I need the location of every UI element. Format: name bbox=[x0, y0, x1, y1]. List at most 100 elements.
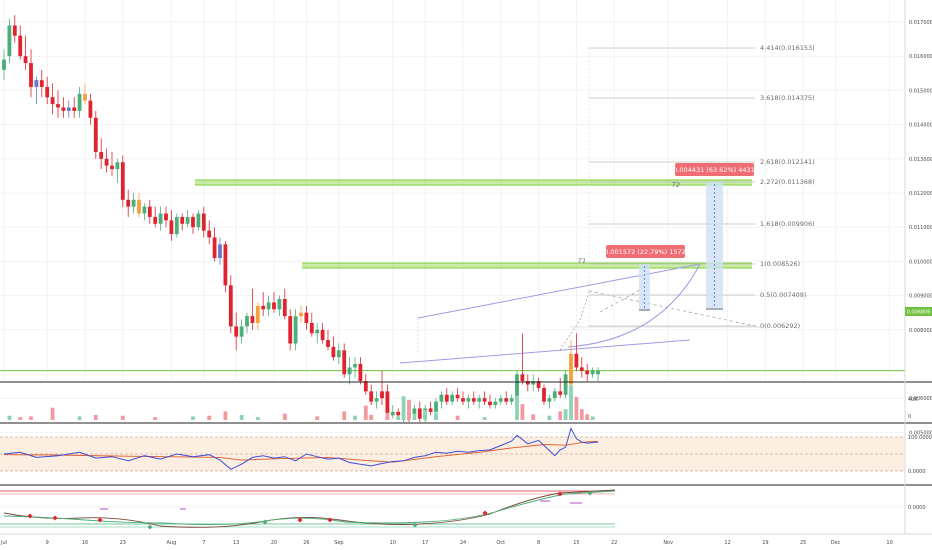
volume-bar bbox=[29, 416, 33, 420]
time-tick-label: 13 bbox=[233, 540, 239, 546]
volume-bar bbox=[255, 417, 260, 420]
resistance-zone-upper bbox=[195, 180, 752, 185]
candle-body bbox=[88, 100, 93, 118]
volume-bar bbox=[569, 385, 573, 420]
candle-body bbox=[2, 59, 6, 70]
volume-bar bbox=[423, 409, 428, 420]
candle-body bbox=[239, 326, 244, 337]
candle-body bbox=[99, 151, 104, 159]
target-t2-label: T2 bbox=[672, 181, 680, 189]
candle-body bbox=[326, 340, 330, 347]
candle-body bbox=[261, 305, 266, 310]
volume-bars: 40K 0 bbox=[7, 385, 918, 420]
candle-body bbox=[569, 353, 573, 385]
fib-level-label: 0(0.006292) bbox=[760, 322, 800, 330]
price-measures bbox=[639, 182, 723, 311]
time-tick-label: 17 bbox=[422, 540, 428, 546]
candle-body bbox=[212, 237, 217, 258]
candle-body bbox=[18, 35, 23, 57]
channel-lower-line bbox=[399, 339, 691, 364]
candle-body bbox=[471, 398, 476, 402]
time-axis[interactable]: Jul 9 16 23 Aug 7 13 20 26 Sep 10 17 24 Oct 8 15 22 Nov 12… bbox=[0, 533, 932, 546]
candle-body bbox=[66, 107, 71, 111]
time-tick-label: Nov bbox=[663, 540, 673, 546]
rsi-line bbox=[3, 427, 599, 470]
candle-body bbox=[434, 401, 438, 412]
volume-bar bbox=[585, 414, 590, 420]
time-tick-label: Jul bbox=[0, 540, 7, 546]
candle-body bbox=[153, 216, 158, 224]
candle-body bbox=[417, 408, 422, 419]
candle-body bbox=[347, 367, 352, 375]
fib-level-label: 2.618(0.012141) bbox=[760, 158, 815, 166]
price-candles[interactable] bbox=[2, 15, 600, 423]
candle-body bbox=[277, 299, 282, 310]
candle-body bbox=[293, 316, 298, 344]
candle-body bbox=[525, 381, 530, 385]
candle-body bbox=[450, 394, 455, 402]
time-tick-label: 7 bbox=[202, 540, 205, 546]
candle-body bbox=[12, 25, 17, 36]
fib-level-label: 0.5(0.007409) bbox=[760, 291, 806, 299]
osc-histogram-bar bbox=[100, 508, 108, 510]
candle-body bbox=[169, 220, 174, 235]
fib-level-label: 3.618(0.014375) bbox=[760, 94, 815, 102]
volume-bar bbox=[515, 395, 519, 420]
candle-body bbox=[282, 299, 287, 317]
time-tick-label: 10 bbox=[390, 540, 396, 546]
candle-body bbox=[266, 302, 271, 310]
candle-body bbox=[250, 316, 255, 323]
price-tick-label: 0.008000 bbox=[909, 328, 932, 334]
candle-body bbox=[234, 326, 239, 337]
volume-bar bbox=[93, 414, 98, 420]
volume-bar bbox=[191, 416, 195, 420]
candle-body bbox=[228, 285, 233, 327]
volume-bar bbox=[282, 413, 287, 420]
candle-body bbox=[390, 411, 395, 416]
indicator-panes bbox=[0, 0, 932, 534]
osc-cross-marker bbox=[412, 522, 418, 528]
time-tick-label: 20 bbox=[271, 540, 277, 546]
time-tick-label: 16 bbox=[82, 540, 88, 546]
current-price-text: 0.006806 bbox=[907, 310, 931, 316]
candle-body bbox=[39, 80, 44, 87]
time-tick-label: 23 bbox=[120, 540, 126, 546]
candle-body bbox=[542, 387, 546, 402]
price-tick-label: 0.014000 bbox=[909, 123, 932, 129]
candle-body bbox=[547, 398, 552, 402]
candle-body bbox=[131, 199, 136, 207]
candle-body bbox=[336, 350, 341, 358]
candle-body bbox=[201, 213, 206, 231]
candle-body bbox=[493, 401, 498, 406]
candle-body bbox=[596, 370, 600, 375]
candle-body bbox=[331, 346, 336, 358]
candle-body bbox=[520, 374, 525, 382]
price-axis[interactable]: 0.017000 0.016000 0.015000 0.014000 0.013000… bbox=[909, 20, 932, 436]
volume-bar bbox=[342, 411, 347, 420]
volume-bar bbox=[223, 411, 228, 420]
osc-cross-marker bbox=[482, 510, 488, 516]
fib-extension: 4.414(0.016153) 3.618(0.014375) 2.618(0.01… bbox=[588, 44, 815, 330]
candle-body bbox=[137, 199, 141, 214]
candle-body bbox=[320, 329, 325, 341]
candle-body bbox=[590, 370, 595, 375]
time-tick-label: 24 bbox=[460, 540, 466, 546]
volume-bar bbox=[412, 413, 417, 420]
candle-body bbox=[558, 391, 563, 395]
volume-bar bbox=[531, 414, 536, 420]
measure-label-2-text: 0.004431 (63.62%) 4431 bbox=[673, 166, 755, 174]
time-tick-label: 25 bbox=[800, 540, 806, 546]
time-tick-label: 8 bbox=[537, 540, 540, 546]
candle-body bbox=[196, 213, 201, 228]
candle-body bbox=[369, 391, 374, 402]
candle-body bbox=[50, 97, 55, 105]
parabolic-curve bbox=[567, 263, 701, 348]
osc-histogram-bar bbox=[540, 500, 550, 502]
candle-body bbox=[147, 206, 152, 217]
time-tick-label: 9 bbox=[46, 540, 49, 546]
volume-bar bbox=[482, 417, 487, 420]
candle-body bbox=[104, 158, 109, 166]
osc-cross-marker bbox=[587, 490, 593, 496]
candle-body bbox=[461, 398, 465, 402]
